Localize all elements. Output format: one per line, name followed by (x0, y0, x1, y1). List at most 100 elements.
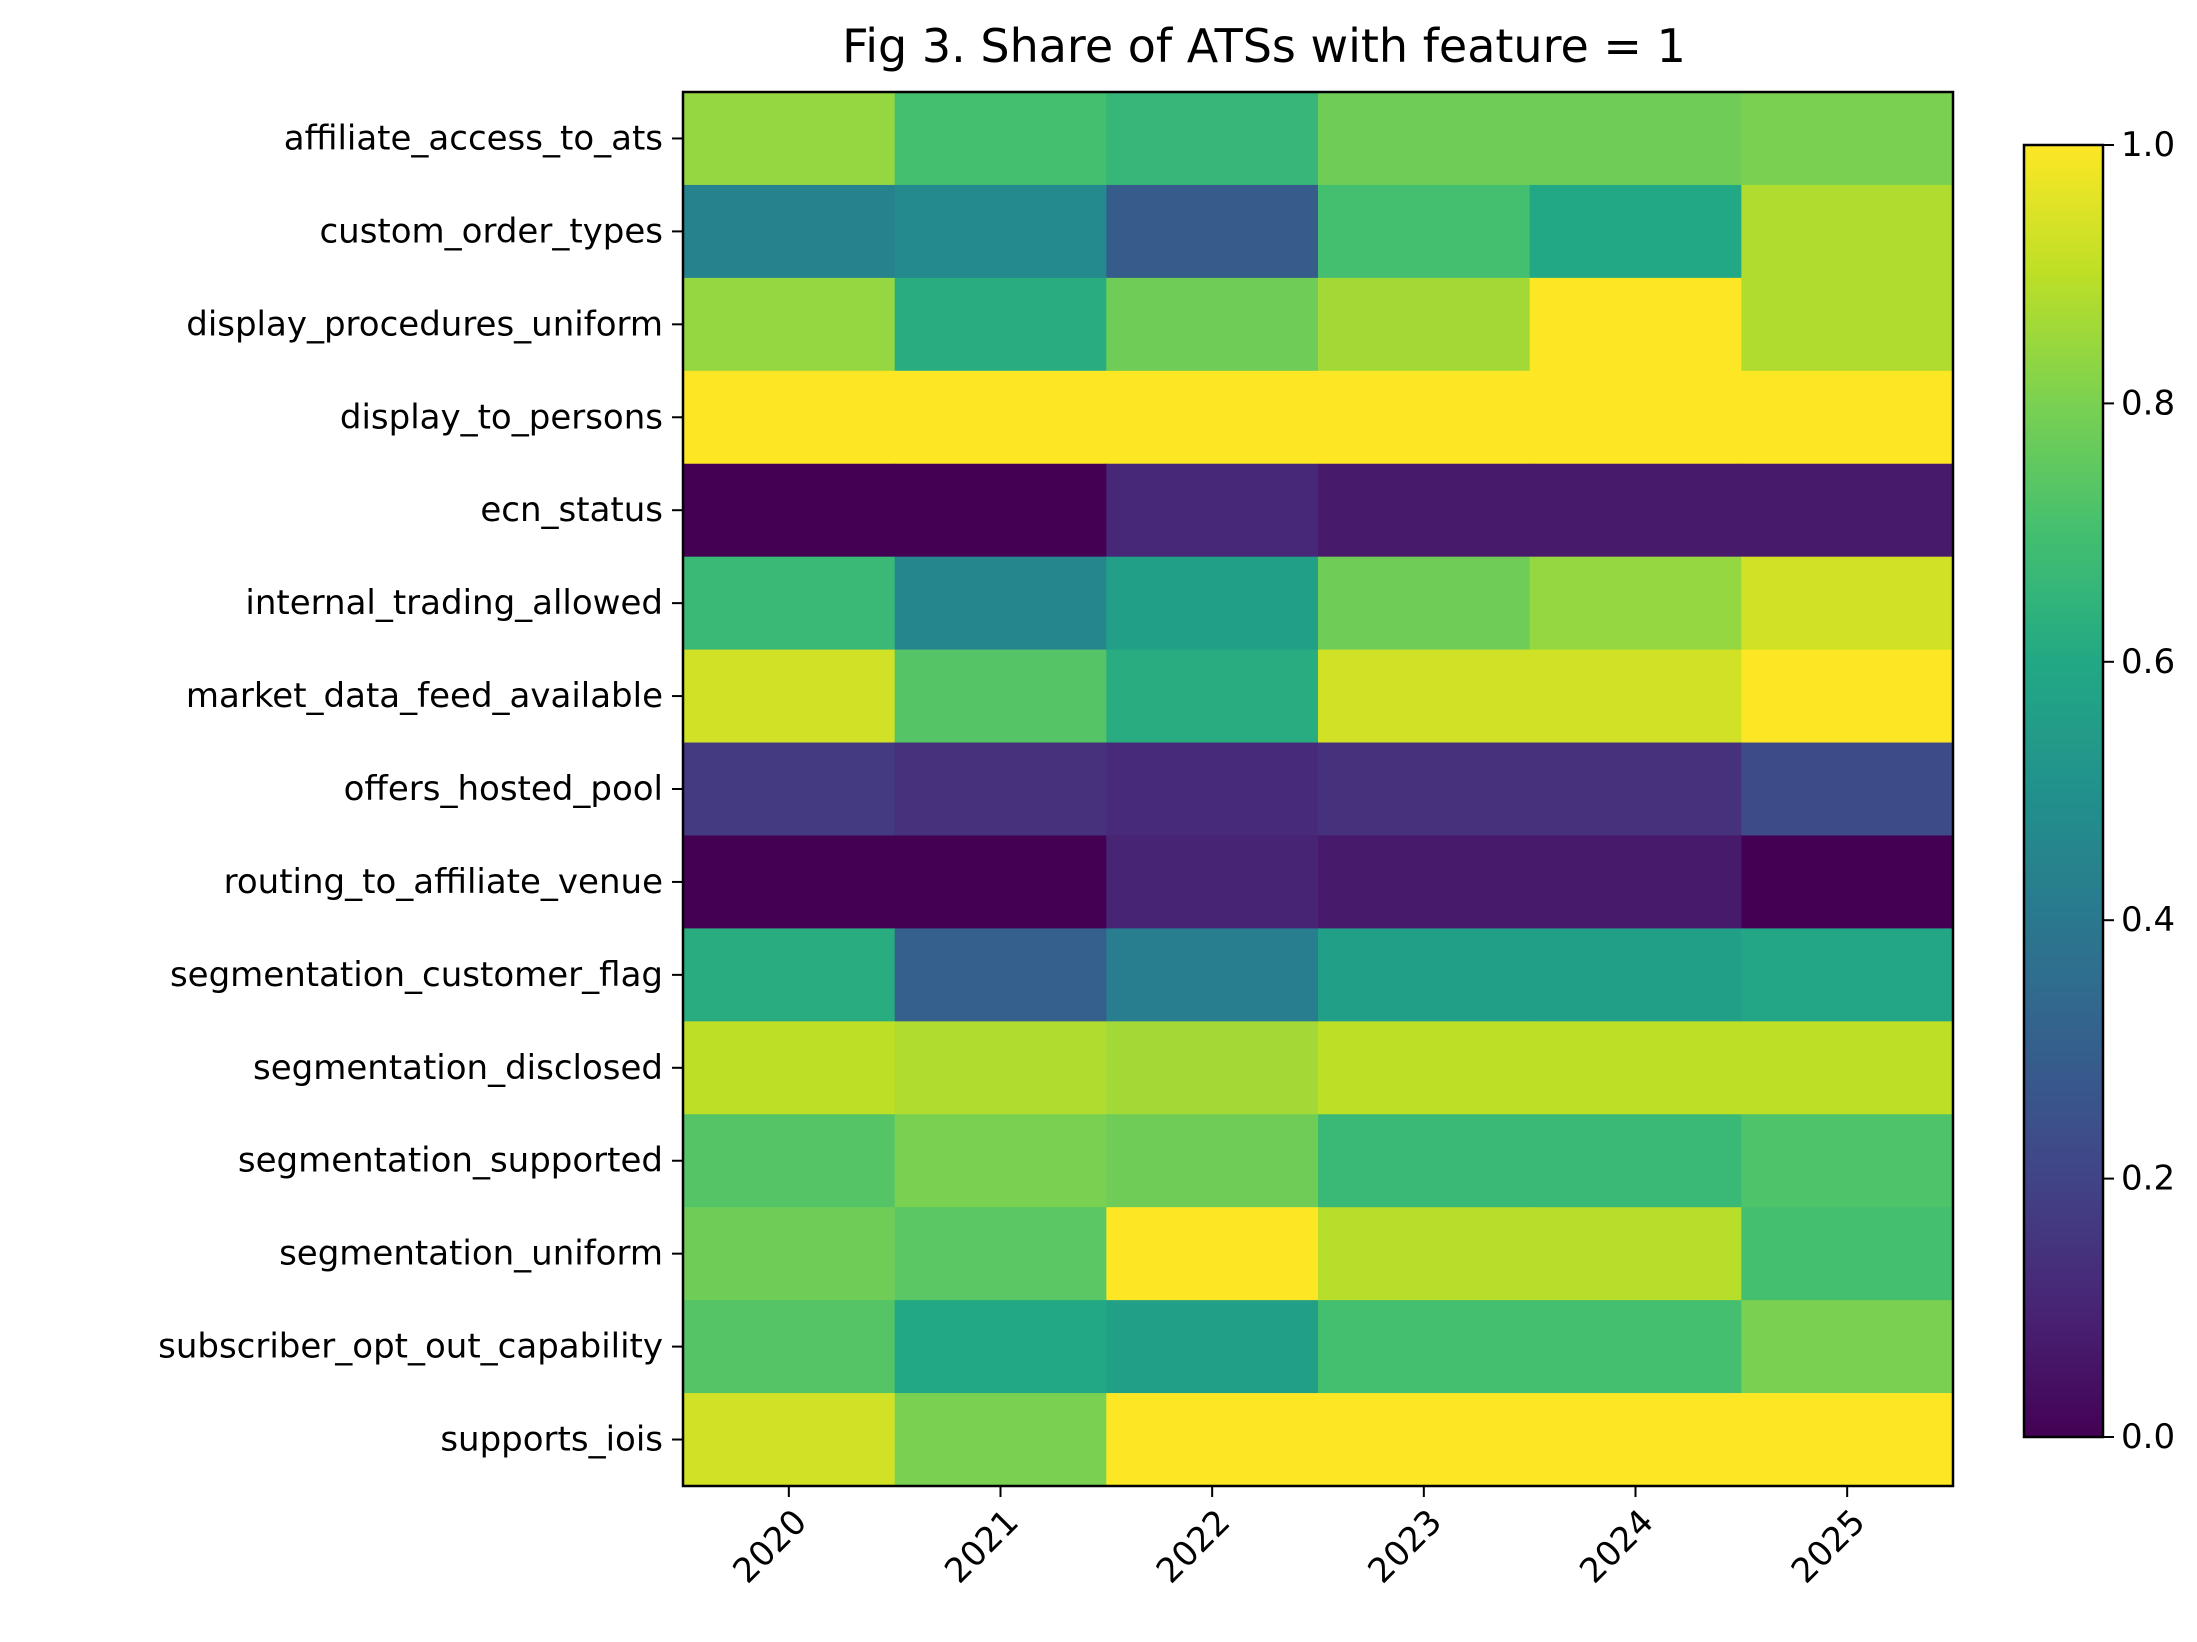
heatmap-cell (1741, 184, 1954, 279)
heatmap-cell (1529, 556, 1742, 651)
heatmap-cell (894, 1207, 1107, 1301)
heatmap-cell (683, 1393, 896, 1487)
heatmap-cell (1318, 184, 1531, 279)
y-tick-label: offers_hosted_pool (344, 769, 663, 809)
y-tick-label: segmentation_customer_flag (170, 955, 663, 995)
y-tick-label: display_procedures_uniform (186, 304, 663, 344)
heatmap-cell (1318, 1021, 1531, 1115)
colorbar-tick-label: 0.4 (2121, 900, 2175, 940)
heatmap-cell (1741, 556, 1954, 651)
heatmap-cell (1106, 1300, 1319, 1394)
colorbar-tick-label: 1.0 (2121, 125, 2175, 165)
heatmap-cell (1741, 92, 1954, 186)
heatmap-cell (1741, 463, 1954, 558)
x-tick-label: 2025 (1784, 1502, 1873, 1591)
heatmap-cell (1106, 649, 1319, 744)
heatmap-cell (1741, 1114, 1954, 1208)
heatmap-cell (1318, 277, 1531, 372)
heatmap-cell (1106, 277, 1319, 372)
x-tick-label: 2022 (1149, 1502, 1238, 1591)
heatmap-cell (894, 463, 1107, 558)
heatmap-cell (894, 835, 1107, 929)
heatmap-cell (1106, 742, 1319, 837)
y-tick-label: internal_trading_allowed (245, 583, 663, 623)
x-tick-label: 2020 (726, 1502, 815, 1591)
heatmap-cell (683, 835, 896, 929)
heatmap-cell (1318, 1114, 1531, 1208)
heatmap-cell (683, 928, 896, 1022)
heatmap-cell (1529, 1114, 1742, 1208)
y-tick-label: custom_order_types (319, 211, 663, 251)
heatmap-cell (1529, 92, 1742, 186)
heatmap-cell (683, 92, 896, 186)
heatmap-cell (1106, 1393, 1319, 1487)
heatmap-cell (1741, 1393, 1954, 1487)
heatmap-cell (894, 649, 1107, 744)
heatmap-cells (683, 92, 1954, 1487)
heatmap-cell (683, 556, 896, 651)
heatmap-cell (1106, 92, 1319, 186)
heatmap-cell (683, 277, 896, 372)
heatmap-cell (1529, 1021, 1742, 1115)
heatmap-cell (1529, 928, 1742, 1022)
heatmap-cell (894, 92, 1107, 186)
heatmap-cell (1529, 463, 1742, 558)
y-axis: affiliate_access_to_ats custom_order_type… (158, 118, 683, 1460)
heatmap-cell (683, 649, 896, 744)
heatmap-cell (683, 184, 896, 279)
x-axis: 2020 2021 2022 2023 2024 2025 (726, 1486, 1873, 1591)
y-tick-label: routing_to_affiliate_venue (224, 862, 663, 902)
heatmap-cell (894, 277, 1107, 372)
heatmap-cell (683, 370, 896, 465)
heatmap-cell (1318, 1300, 1531, 1394)
y-tick-label: segmentation_supported (238, 1141, 663, 1181)
colorbar-tick-label: 0.0 (2121, 1417, 2175, 1457)
heatmap-cell (1318, 649, 1531, 744)
colorbar: 0.0 0.2 0.4 0.6 0.8 1.0 (2022, 125, 2175, 1457)
heatmap-cell (1318, 92, 1531, 186)
heatmap-cell (1318, 1207, 1531, 1301)
heatmap-cell (1318, 835, 1531, 929)
y-tick-label: segmentation_disclosed (253, 1048, 663, 1088)
colorbar-tick-label: 0.6 (2121, 642, 2175, 682)
heatmap-cell (894, 1021, 1107, 1115)
heatmap-cell (1529, 1300, 1742, 1394)
heatmap-cell (894, 370, 1107, 465)
colorbar-tick-label: 0.2 (2121, 1159, 2175, 1199)
heatmap-cell (1106, 928, 1319, 1022)
heatmap-cell (1529, 1393, 1742, 1487)
y-tick-label: supports_iois (440, 1420, 663, 1460)
heatmap-cell (1106, 835, 1319, 929)
heatmap-cell (683, 1300, 896, 1394)
heatmap-cell (1106, 184, 1319, 279)
heatmap-cell (1106, 1114, 1319, 1208)
colorbar-tick-label: 0.8 (2121, 383, 2175, 423)
heatmap-cell (683, 1021, 896, 1115)
heatmap-cell (1741, 1300, 1954, 1394)
colorbar-ticks: 0.0 0.2 0.4 0.6 0.8 1.0 (2103, 125, 2175, 1457)
y-tick-label: ecn_status (480, 490, 663, 530)
heatmap-cell (1741, 742, 1954, 837)
heatmap-cell (1741, 1207, 1954, 1301)
heatmap-cell (1529, 1207, 1742, 1301)
heatmap-cell (1741, 649, 1954, 744)
heatmap-cell (1106, 370, 1319, 465)
heatmap-cell (894, 1393, 1107, 1487)
heatmap-cell (1318, 370, 1531, 465)
y-tick-label: segmentation_uniform (279, 1234, 663, 1274)
heatmap-cell (894, 928, 1107, 1022)
heatmap-cell (1318, 742, 1531, 837)
y-tick-label: display_to_persons (340, 397, 663, 437)
heatmap-cell (1529, 184, 1742, 279)
heatmap-cell (1318, 928, 1531, 1022)
x-tick-label: 2024 (1572, 1502, 1661, 1591)
y-tick-label: affiliate_access_to_ats (284, 118, 663, 158)
heatmap-cell (1529, 742, 1742, 837)
heatmap-cell (894, 184, 1107, 279)
heatmap-cell (894, 556, 1107, 651)
heatmap-cell (1741, 928, 1954, 1022)
x-tick-label: 2021 (937, 1502, 1026, 1591)
heatmap-cell (1318, 463, 1531, 558)
heatmap-cell (1318, 1393, 1531, 1487)
y-tick-label: market_data_feed_available (186, 676, 663, 716)
